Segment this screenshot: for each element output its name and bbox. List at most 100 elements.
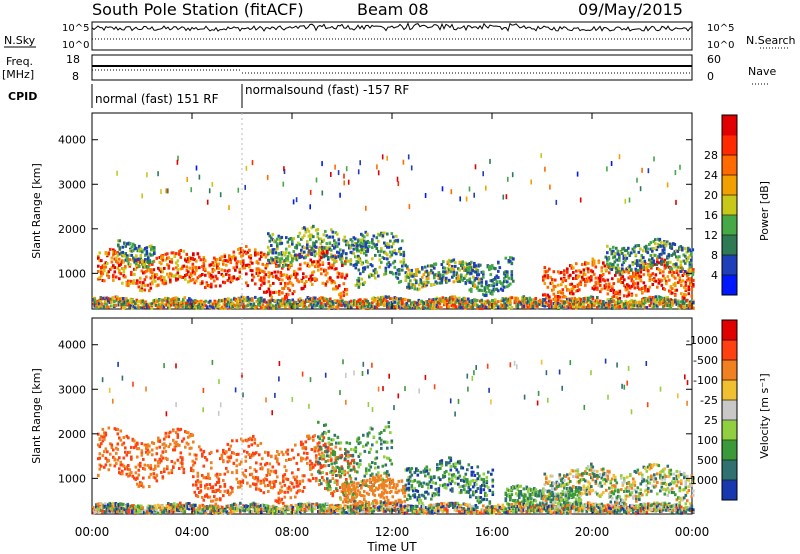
power-echo-cell (342, 302, 346, 306)
colorbar-label: 8 (711, 249, 718, 262)
power-echo-cell (557, 302, 560, 305)
velocity-echo-cell (274, 471, 278, 475)
power-echo-cell (555, 303, 559, 307)
velocity-echo-cell (151, 448, 154, 452)
power-echo-cell (347, 305, 350, 309)
power-echo-cell (476, 270, 480, 274)
power-echo-cell (291, 304, 295, 307)
power-echo-cell (569, 306, 572, 310)
velocity-echo-cell (318, 448, 321, 452)
power-echo-cell (630, 268, 633, 272)
power-echo-cell (287, 277, 290, 281)
power-echo-cell (666, 182, 669, 188)
power-echo-cell (642, 249, 645, 253)
power-echo-cell (636, 304, 640, 308)
power-echo-cell (645, 289, 649, 293)
power-echo-cell (179, 304, 182, 308)
power-echo-cell (302, 303, 305, 306)
power-echo-cell (131, 281, 135, 285)
velocity-echo-cell (289, 487, 293, 491)
power-echo-cell (684, 270, 687, 273)
power-echo-cell (615, 304, 619, 308)
power-echo-cell (611, 304, 614, 308)
power-echo-cell (495, 280, 499, 284)
velocity-echo-cell (121, 469, 124, 473)
power-echo-cell (671, 299, 674, 302)
power-echo-cell (473, 261, 476, 265)
power-echo-cell (131, 301, 134, 305)
power-echo-cell (685, 250, 689, 254)
power-echo-cell (555, 305, 559, 309)
power-echo-cell (248, 265, 251, 269)
power-echo-cell (343, 235, 347, 239)
power-echo-cell (239, 304, 242, 308)
power-echo-cell (126, 259, 129, 263)
power-echo-cell (451, 267, 454, 271)
power-echo-cell (179, 301, 182, 305)
velocity-echo-cell (321, 457, 324, 461)
power-echo-cell (594, 299, 598, 303)
power-echo-cell (482, 171, 484, 177)
power-echo-cell (389, 250, 392, 254)
velocity-echo-cell (252, 482, 255, 486)
power-echo-cell (156, 305, 160, 309)
power-echo-cell (266, 303, 269, 307)
power-echo-cell (591, 260, 595, 264)
velocity-echo-cell (107, 459, 111, 463)
power-echo-cell (117, 243, 120, 247)
power-echo-cell (522, 298, 526, 302)
power-echo-cell (646, 247, 650, 251)
power-echo-cell (279, 274, 283, 278)
power-echo-cell (294, 276, 298, 280)
velocity-echo-cell (241, 439, 245, 443)
velocity-echo-cell (273, 481, 276, 485)
power-echo-cell (674, 170, 677, 175)
power-echo-cell (130, 279, 133, 283)
power-echo-cell (477, 305, 481, 309)
velocity-echo-cell (169, 430, 172, 434)
power-echo-cell (292, 237, 296, 241)
velocity-echo-cell (258, 487, 261, 491)
power-echo-cell (193, 258, 197, 262)
power-echo-cell (644, 289, 647, 293)
velocity-echo-cell (235, 464, 239, 468)
power-echo-cell (112, 278, 115, 282)
velocity-echo-cell (176, 427, 180, 431)
power-echo-cell (252, 302, 256, 306)
power-echo-cell (418, 270, 421, 274)
power-echo-cell (515, 304, 518, 308)
power-echo-cell (258, 270, 262, 274)
power-echo-cell (673, 263, 677, 266)
velocity-echo-cell (211, 485, 215, 489)
velocity-echo-cell (277, 453, 281, 456)
power-echo-cell (148, 263, 151, 267)
power-echo-cell (332, 263, 335, 267)
power-echo-cell (192, 300, 196, 304)
velocity-echo-cell (317, 470, 320, 474)
power-echo-cell (210, 263, 213, 267)
velocity-echo-cell (222, 460, 225, 464)
power-echo-cell (170, 260, 174, 264)
power-echo-cell (103, 265, 106, 269)
velocity-echo-cell (137, 473, 141, 477)
power-echo-cell (320, 251, 323, 255)
power-echo-cell (288, 275, 292, 279)
power-echo-cell (136, 281, 139, 285)
power-echo-cell (248, 255, 251, 259)
power-echo-cell (323, 251, 326, 255)
power-echo-cell (140, 299, 143, 303)
velocity-echo-cell (271, 486, 275, 490)
power-echo-cell (617, 279, 620, 283)
power-echo-cell (633, 250, 636, 254)
power-echo-cell (578, 269, 581, 273)
power-echo-cell (119, 262, 123, 266)
power-echo-cell (331, 257, 335, 261)
power-echo-cell (149, 282, 153, 286)
velocity-echo-cell (151, 441, 154, 445)
velocity-echo-cell (229, 444, 233, 448)
power-echo-cell (151, 282, 154, 286)
power-echo-cell (264, 264, 268, 267)
power-echo-cell (177, 297, 181, 301)
power-echo-cell (639, 278, 643, 282)
power-echo-cell (405, 305, 409, 309)
